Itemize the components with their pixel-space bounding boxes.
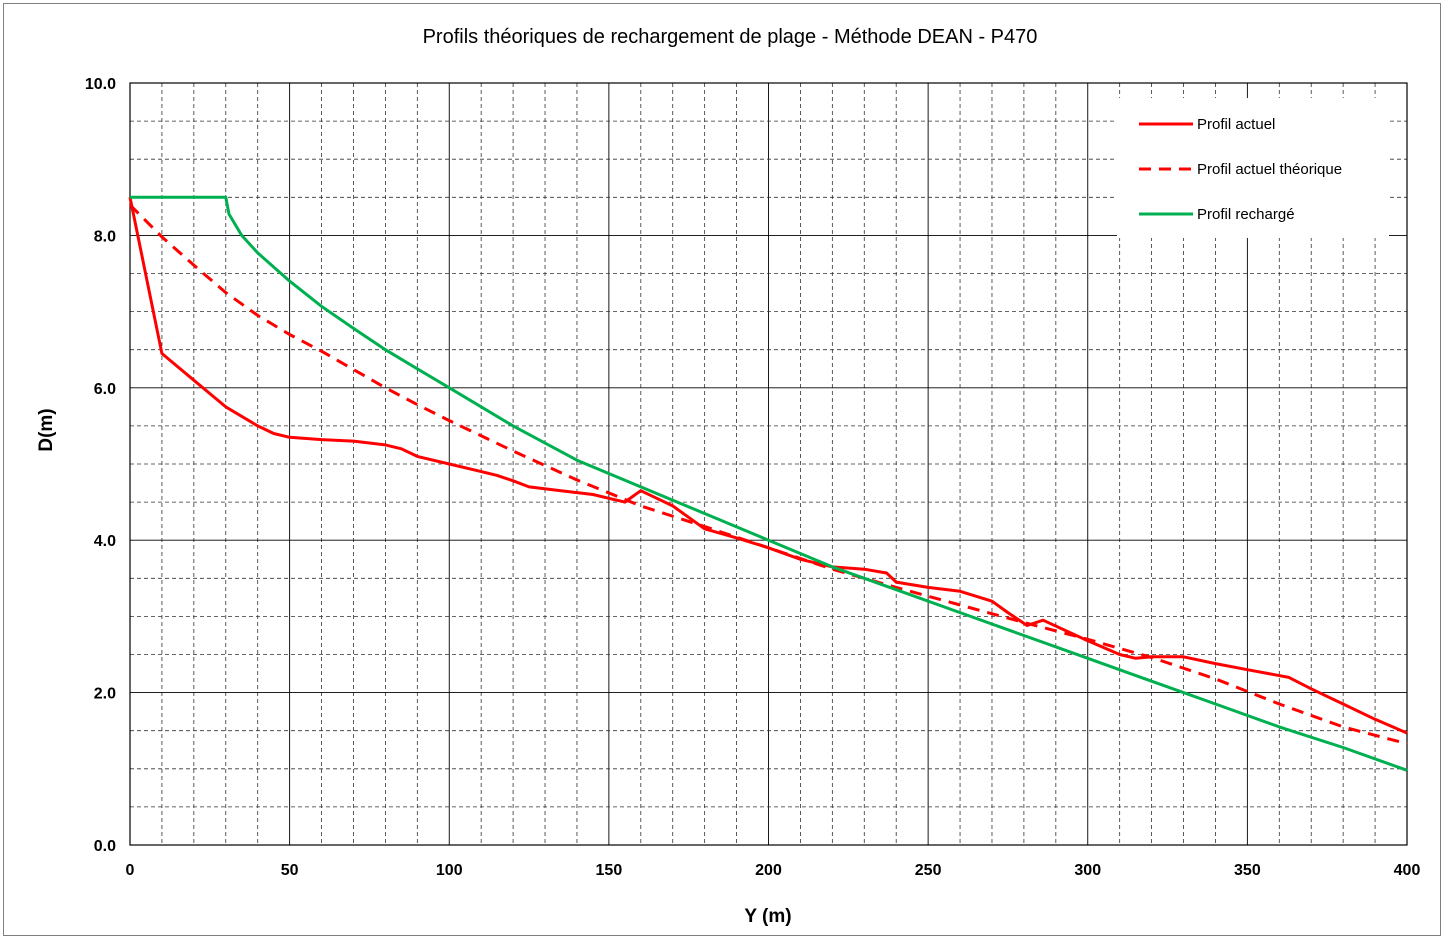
x-tick-label: 200 xyxy=(755,862,782,879)
grid xyxy=(130,83,1407,845)
x-tick-label: 400 xyxy=(1394,862,1421,879)
x-tick-label: 350 xyxy=(1234,862,1261,879)
legend: Profil actuel Profil actuel théorique Prof… xyxy=(1117,98,1389,238)
x-axis-label: Y (m) xyxy=(744,906,791,927)
series-group xyxy=(128,195,1408,772)
series-line-2 xyxy=(128,203,1408,746)
series-line-3 xyxy=(130,195,1408,772)
x-tick-label: 150 xyxy=(596,862,623,879)
y-tick-label: 4.0 xyxy=(94,533,116,550)
y-tick-label: 8.0 xyxy=(94,228,116,245)
y-axis-ticks: 0.0 2.0 4.0 6.0 8.0 10.0 xyxy=(85,76,116,855)
plot-area xyxy=(129,82,1408,846)
x-tick-label: 100 xyxy=(436,862,463,879)
x-tick-label: 250 xyxy=(915,862,942,879)
y-tick-label: 10.0 xyxy=(85,76,116,93)
y-tick-label: 0.0 xyxy=(94,838,116,855)
y-tick-label: 2.0 xyxy=(94,686,116,703)
x-axis-ticks: 0 50 100 150 200 250 300 350 400 xyxy=(126,862,1421,879)
y-axis-label: D(m) xyxy=(36,408,57,451)
chart-frame xyxy=(3,3,1441,936)
chart-title: Profils théoriques de rechargement de pl… xyxy=(423,26,1038,48)
x-tick-label: 300 xyxy=(1074,862,1101,879)
y-tick-label: 6.0 xyxy=(94,381,116,398)
x-tick-label: 0 xyxy=(126,862,135,879)
legend-label: Profil rechargé xyxy=(1197,206,1295,223)
legend-label: Profil actuel théorique xyxy=(1197,161,1342,178)
legend-label: Profil actuel xyxy=(1197,116,1275,133)
x-tick-label: 50 xyxy=(281,862,299,879)
